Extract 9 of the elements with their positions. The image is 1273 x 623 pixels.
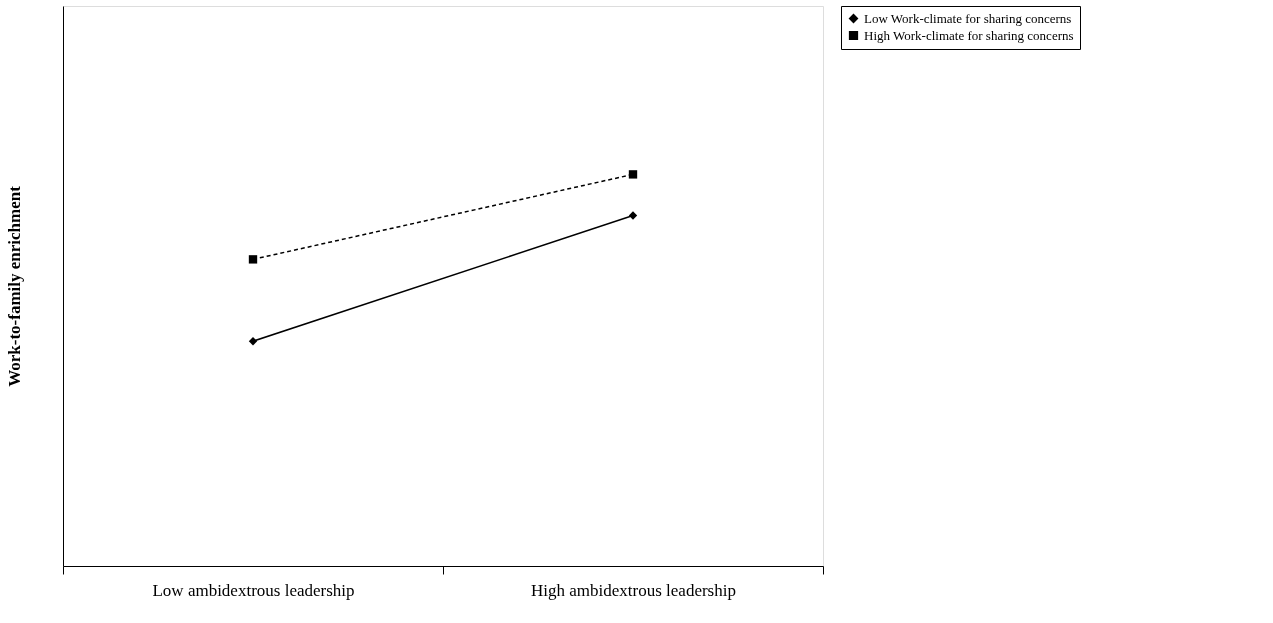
point	[628, 211, 638, 220]
point	[248, 337, 258, 346]
legend-label: High Work-climate for sharing concerns	[864, 27, 1074, 43]
point	[628, 170, 638, 179]
legend-label: Low Work-climate for sharing concerns	[864, 10, 1072, 26]
point	[248, 255, 258, 264]
x-tick-label: High ambidextrous leadership	[531, 580, 736, 600]
x-tick-label: Low ambidextrous leadership	[152, 580, 355, 600]
y-axis-title: Work-to-family enrichment	[4, 185, 24, 387]
